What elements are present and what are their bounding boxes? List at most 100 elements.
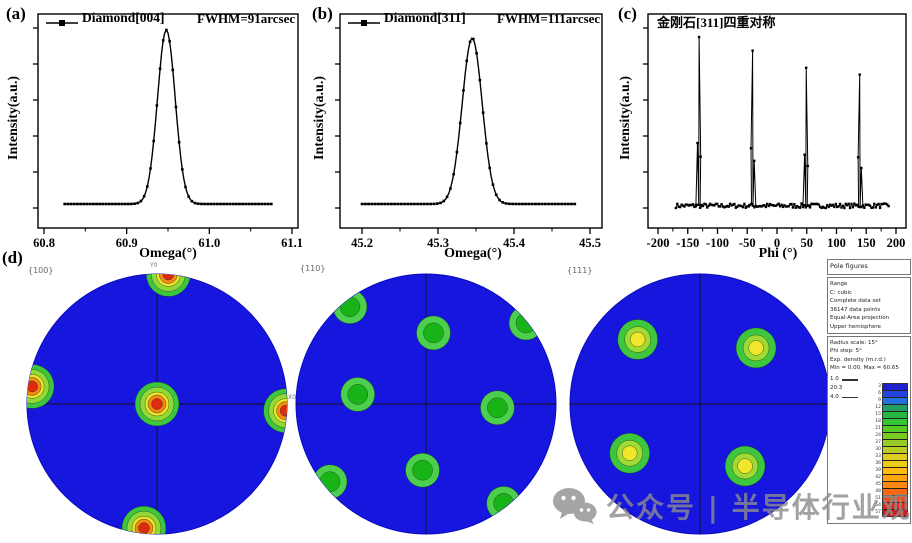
colorbar-segment xyxy=(883,419,907,427)
colorbar-tick: 27 xyxy=(875,440,881,446)
svg-text:200: 200 xyxy=(887,236,906,250)
colorbar-segment xyxy=(883,405,907,413)
panel-c-title: 金刚石[311]四重对称 xyxy=(657,15,776,30)
colorbar-segment xyxy=(883,384,907,392)
watermark: 公众号 | 半导体行业观察 xyxy=(552,486,912,526)
legend-scale-line: Radius scale: 15° xyxy=(830,340,878,347)
axes-a: 60.8 60.9 61.0 61.1 xyxy=(33,13,303,250)
legend-info-line: Equal-Area projection xyxy=(830,315,890,322)
colorbar-tick: 24 xyxy=(875,433,881,439)
colorbar-segment xyxy=(883,510,907,517)
colorbar-tick-labels: 3 6 9 12 15 18 21 24 27 30 33 36 39 42 45 48 51 54 57 xyxy=(870,383,882,517)
colorbar-tick: 51 xyxy=(875,496,881,502)
svg-text:-100: -100 xyxy=(706,236,729,250)
legend-colorbar: 3 6 9 12 15 18 21 24 27 30 33 36 39 42 45 48 51 54 57 xyxy=(870,383,908,518)
pole-figure-label-100: {100} xyxy=(28,266,54,275)
panel-c-ylabel: Intensity(a.u.) xyxy=(618,75,633,161)
contour-level-row: 1.0 xyxy=(830,375,858,384)
svg-text:45.4: 45.4 xyxy=(503,236,526,250)
colorbar-tick: 18 xyxy=(875,419,881,425)
series-marker-icon xyxy=(348,20,380,26)
colorbar-tick: 54 xyxy=(875,503,881,509)
panel-b-xlabel: Omega(°) xyxy=(444,246,502,261)
legend-scale-line: Min = 0.00, Max = 60.65 xyxy=(830,364,899,371)
rocking-curve-b xyxy=(360,37,577,206)
pole-figure-111 xyxy=(569,273,831,535)
legend-scale-line: Exp. density (m.r.d.) xyxy=(830,356,886,363)
colorbar-tick: 12 xyxy=(875,405,881,411)
colorbar-segment xyxy=(883,503,907,511)
svg-text:-50: -50 xyxy=(739,236,756,250)
legend-contour-levels: 1.0 20.3 4.0 xyxy=(830,375,858,402)
wechat-icon xyxy=(553,488,597,524)
legend-scale-line: Phi step: 5° xyxy=(830,348,862,355)
pole-figure-110 xyxy=(295,273,557,535)
rocking-curve-a xyxy=(63,28,273,206)
svg-text:61.1: 61.1 xyxy=(281,236,303,250)
pole-axis-y0-label: Y0 xyxy=(150,262,158,269)
legend-info-line: Complete data set xyxy=(830,298,881,305)
colorbar-tick: 30 xyxy=(875,447,881,453)
colorbar-gradient xyxy=(882,383,908,518)
colorbar-segment xyxy=(883,391,907,399)
svg-text:60.8: 60.8 xyxy=(33,236,55,250)
colorbar-tick: 45 xyxy=(875,482,881,488)
colorbar-segment xyxy=(883,461,907,469)
pole-figure-legend-panel: Pole figures Range C: cubic Complete data … xyxy=(827,259,911,526)
svg-text:-150: -150 xyxy=(676,236,699,250)
legend-info-line: Range xyxy=(830,281,848,287)
axes-b: 45.2 45.3 45.4 45.5 xyxy=(335,13,603,250)
colorbar-segment xyxy=(883,433,907,441)
svg-text:45.3: 45.3 xyxy=(427,236,449,250)
panel-a-fwhm: FWHM=91arcsec xyxy=(197,11,296,26)
phi-scan-curve xyxy=(674,35,890,210)
colorbar-tick: 33 xyxy=(875,454,881,460)
svg-text:-200: -200 xyxy=(647,236,670,250)
pole-figure-100 xyxy=(26,273,288,535)
legend-info-line: Upper hemisphere xyxy=(830,323,881,330)
svg-text:45.2: 45.2 xyxy=(351,236,373,250)
panel-a-xlabel: Omega(°) xyxy=(139,246,197,261)
colorbar-segment xyxy=(883,468,907,476)
svg-text:50: 50 xyxy=(801,236,814,250)
svg-text:45.5: 45.5 xyxy=(579,236,601,250)
watermark-text: 公众号 | 半导体行业观察 xyxy=(606,491,912,524)
svg-text:100: 100 xyxy=(827,236,846,250)
panel-a-ylabel: Intensity(a.u.) xyxy=(6,75,21,161)
colorbar-segment xyxy=(883,496,907,504)
panel-b-series-label: Diamond[311] xyxy=(384,10,466,25)
colorbar-segment xyxy=(883,398,907,406)
svg-text:60.9: 60.9 xyxy=(116,236,138,250)
panel-a-series-label: Diamond[004] xyxy=(82,10,165,25)
legend-info-line: C: cubic xyxy=(830,289,852,296)
colorbar-tick: 9 xyxy=(878,398,881,404)
svg-text:61.0: 61.0 xyxy=(198,236,220,250)
panel-c-letter: (c) xyxy=(618,4,637,23)
legend-scale-lines: Radius scale: 15° Phi step: 5° Exp. densit… xyxy=(830,339,908,372)
svg-text:150: 150 xyxy=(857,236,876,250)
legend-scale-box: Radius scale: 15° Phi step: 5° Exp. densit… xyxy=(827,336,911,525)
legend-title: Pole figures xyxy=(827,259,911,275)
panel-b-fwhm: FWHM=111arcsec xyxy=(497,11,601,26)
colorbar-segment xyxy=(883,426,907,434)
svg-text:0: 0 xyxy=(774,236,780,250)
legend-info-line: 36147 data points xyxy=(830,306,881,313)
axes-c: -200 -150 -100 -50 0 50 100 150 200 xyxy=(643,13,907,250)
colorbar-tick: 36 xyxy=(875,461,881,467)
colorbar-segment xyxy=(883,447,907,455)
colorbar-segment xyxy=(883,454,907,462)
panel-a-letter: (a) xyxy=(6,4,26,23)
colorbar-tick: 42 xyxy=(875,475,881,481)
panel-d-letter: (d) xyxy=(2,248,23,267)
colorbar-tick: 57 xyxy=(875,510,881,516)
panel-b-ylabel: Intensity(a.u.) xyxy=(312,75,327,161)
pole-axis-x0-label: X0 xyxy=(288,394,296,401)
contour-level-row: 4.0 xyxy=(830,393,858,402)
contour-level-row: 20.3 xyxy=(830,385,843,392)
colorbar-segment xyxy=(883,482,907,490)
colorbar-segment xyxy=(883,412,907,420)
panel-c-xlabel: Phi (°) xyxy=(758,246,798,261)
colorbar-tick: 15 xyxy=(875,412,881,418)
colorbar-segment xyxy=(883,489,907,497)
